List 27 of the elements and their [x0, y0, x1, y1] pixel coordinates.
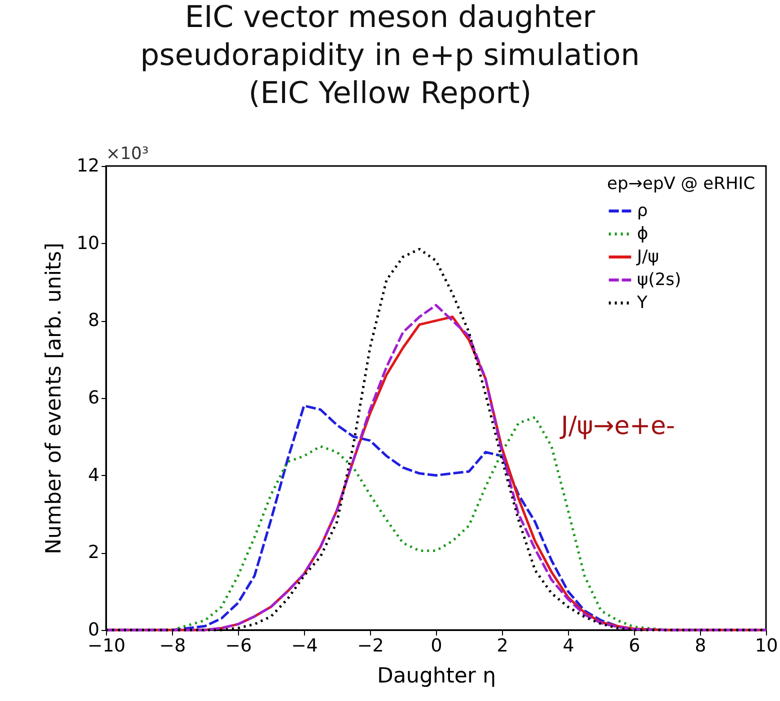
y-tick-label: 12 — [76, 156, 100, 176]
legend-label: ρ — [637, 201, 648, 221]
x-tick-label: −4 — [291, 636, 318, 656]
legend-label: ϕ — [637, 224, 648, 244]
legend-label: Υ — [636, 293, 648, 313]
legend-title: ep→epV @ eRHIC — [607, 174, 756, 194]
x-tick-label: 8 — [694, 636, 706, 656]
y-tick-label: 10 — [76, 232, 100, 254]
annotation: J/ψ→e+e- — [559, 411, 675, 440]
legend-label: ψ(2s) — [637, 270, 682, 290]
x-tick-label: 2 — [496, 636, 508, 656]
y-tick-label: 6 — [88, 388, 100, 408]
text: ×10³ — [106, 144, 149, 164]
y-tick-label: 4 — [88, 464, 100, 486]
y-tick-label: 2 — [88, 542, 100, 564]
y-tick-label: 8 — [88, 310, 100, 332]
x-tick-label: 0 — [430, 636, 442, 656]
chart-title: EIC vector meson daughter pseudorapidity in e+p simulation (EIC Yellow Report) — [140, 0, 640, 111]
legend-label: J/ψ — [636, 247, 659, 267]
x-axis-title: Daughter η — [377, 664, 496, 688]
x-tick-label: −6 — [225, 636, 252, 656]
x-tick-label: 10 — [755, 636, 778, 656]
x-tick-label: 4 — [562, 636, 574, 656]
x-tick-label: 6 — [628, 636, 640, 656]
x-tick-label: −8 — [159, 636, 186, 656]
x-tick-label: −2 — [357, 636, 384, 656]
y-axis-title: Number of events [arb. units] — [42, 242, 66, 554]
